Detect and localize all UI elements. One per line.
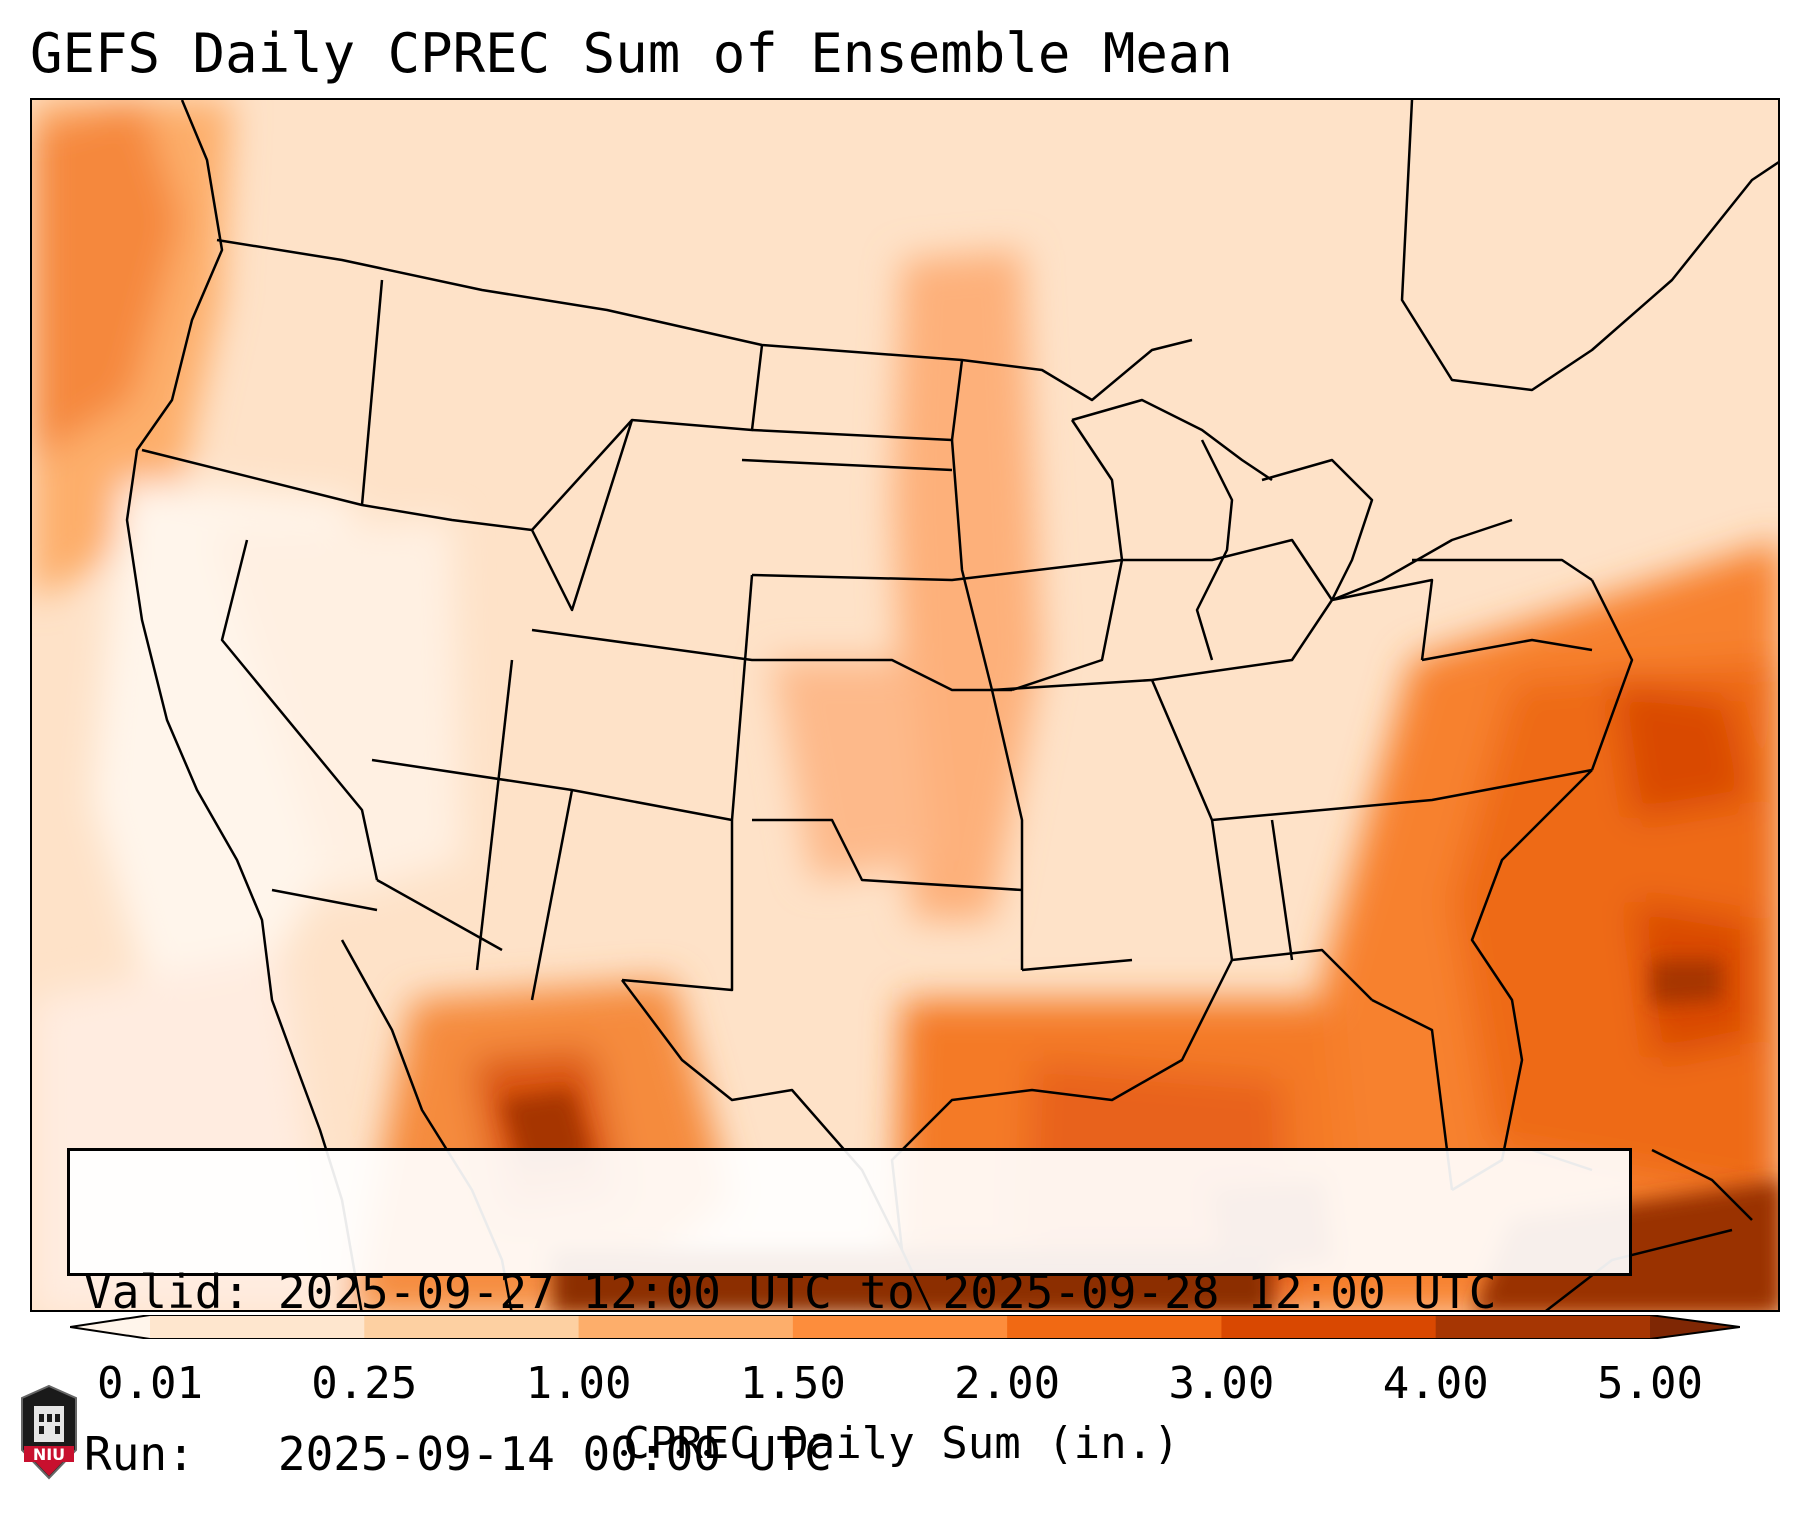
valid-value: 2025-09-27 12:00 UTC to 2025-09-28 12:00… [277, 1265, 1497, 1319]
tick-label: 3.00 [1168, 1358, 1275, 1409]
logo-text: NIU [33, 1445, 65, 1464]
tick-label: 1.00 [525, 1358, 632, 1409]
colorbar-segments [150, 1315, 1651, 1339]
tick-label: 5.00 [1597, 1358, 1703, 1409]
valid-label: Valid: [84, 1265, 251, 1319]
colorbar-segment [150, 1315, 365, 1339]
map-title: GEFS Daily CPREC Sum of Ensemble Mean [30, 22, 1233, 85]
run-row: Run: 2025-09-14 00:00 UTC [84, 1427, 1615, 1481]
valid-run-info-box: Valid: 2025-09-27 12:00 UTC to 2025-09-2… [67, 1148, 1632, 1481]
tick-label: 0.25 [311, 1358, 418, 1409]
colorbar [70, 1315, 1740, 1339]
colorbar-segment [1007, 1315, 1222, 1339]
valid-row: Valid: 2025-09-27 12:00 UTC to 2025-09-2… [84, 1265, 1615, 1319]
colorbar-extend-high [1650, 1315, 1740, 1339]
map-canvas [32, 100, 1778, 1310]
precip-field [32, 100, 1778, 1310]
tick-label: 2.00 [954, 1358, 1061, 1409]
colorbar-segment [792, 1315, 1008, 1339]
colorbar-extend-low [70, 1315, 150, 1339]
state-boundaries [125, 100, 1778, 1310]
colorbar-segment [1435, 1315, 1651, 1339]
colorbar-label: CPREC Daily Sum (in.) [623, 1418, 1180, 1469]
tick-label: 0.01 [97, 1358, 203, 1409]
colorbar-segment [364, 1315, 580, 1339]
niu-logo: NIU [21, 1384, 77, 1480]
tick-label: 1.50 [739, 1358, 846, 1409]
colorbar-segment [1221, 1315, 1437, 1339]
tick-label: 4.00 [1382, 1358, 1489, 1409]
colorbar-segment [578, 1315, 794, 1339]
run-label: Run: [84, 1427, 195, 1481]
logo-building-icon [34, 1406, 64, 1442]
run-value: 2025-09-14 00:00 UTC [277, 1427, 832, 1481]
precip-map [30, 98, 1780, 1312]
